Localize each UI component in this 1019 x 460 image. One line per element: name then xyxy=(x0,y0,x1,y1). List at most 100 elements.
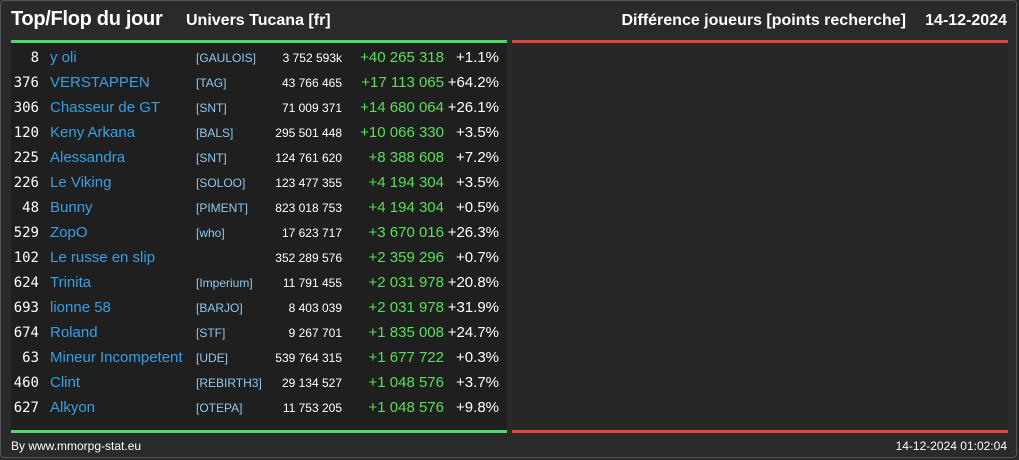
player-name-link[interactable]: Le russe en slip xyxy=(50,249,156,266)
alliance-tag-link[interactable]: [who] xyxy=(196,226,225,240)
table-row: 624 Trinita [Imperium] 11 791 455 +2 031 978… xyxy=(11,272,507,297)
player-name-link[interactable]: Roland xyxy=(50,324,98,341)
top-players-panel: 8 y oli [GAULOIS] 3 752 593k +40 265 318 +1.1… xyxy=(11,43,507,430)
table-row: 63 Mineur Incompetent [UDE] 539 764 315 +1 6… xyxy=(11,347,507,372)
player-rank: 529 xyxy=(13,225,39,241)
player-rank: 63 xyxy=(22,350,39,366)
footer-source-link[interactable]: By www.mmorpg-stat.eu xyxy=(11,439,142,453)
points-delta: +1 048 576 xyxy=(368,399,445,416)
points-delta: +10 066 330 xyxy=(360,124,444,141)
delta-percent: +20.8% xyxy=(447,274,499,291)
player-points: 29 134 527 xyxy=(281,376,342,390)
player-points: 123 477 355 xyxy=(275,176,342,190)
delta-percent: +26.1% xyxy=(447,99,499,116)
points-delta: +17 113 065 xyxy=(361,74,444,91)
player-rank: 225 xyxy=(13,150,39,166)
player-points: 539 764 315 xyxy=(275,351,342,365)
delta-percent: +0.5% xyxy=(456,199,499,216)
player-rank: 460 xyxy=(13,375,39,391)
player-points: 823 018 753 xyxy=(275,201,342,215)
player-points: 8 403 039 xyxy=(288,301,342,315)
table-row: 693 lionne 58 [BARJO] 8 403 039 +2 031 978 +3… xyxy=(11,297,507,322)
flop-panel-bottom-bar xyxy=(512,430,1008,433)
delta-percent: +24.7% xyxy=(447,324,499,341)
alliance-tag-link[interactable]: [Imperium] xyxy=(196,276,253,290)
delta-percent: +31.9% xyxy=(447,299,499,316)
alliance-tag-link[interactable]: [SOLOO] xyxy=(196,176,246,190)
delta-percent: +7.2% xyxy=(456,149,499,166)
alliance-tag-link[interactable]: [GAULOIS] xyxy=(196,51,257,65)
player-rank: 376 xyxy=(13,75,39,91)
points-delta: +3 670 016 xyxy=(368,224,445,241)
player-name-link[interactable]: ZopO xyxy=(50,224,88,241)
alliance-tag-link[interactable]: [BALS] xyxy=(196,126,234,140)
alliance-tag-link[interactable]: [SNT] xyxy=(196,101,227,115)
delta-percent: +9.8% xyxy=(456,399,499,416)
delta-percent: +0.7% xyxy=(456,249,499,266)
player-points: 3 752 593k xyxy=(282,51,342,65)
alliance-tag-link[interactable]: [SNT] xyxy=(196,151,227,165)
footer-timestamp: 14-12-2024 01:02:04 xyxy=(895,439,1007,453)
alliance-tag-link[interactable]: [PIMENT] xyxy=(196,201,249,215)
delta-percent: +64.2% xyxy=(447,74,499,91)
player-points: 352 289 576 xyxy=(275,251,342,265)
table-row: 120 Keny Arkana [BALS] 295 501 448 +10 066 3… xyxy=(11,122,507,147)
player-rank: 674 xyxy=(13,325,39,341)
player-points: 17 623 717 xyxy=(281,226,342,240)
player-points: 11 753 205 xyxy=(282,401,342,415)
points-delta: +2 359 296 xyxy=(368,249,445,266)
points-delta: +2 031 978 xyxy=(368,299,445,316)
alliance-tag-link[interactable]: [REBIRTH3] xyxy=(196,376,262,390)
table-row: 627 Alkyon [OTEPA] 11 753 205 +1 048 576 +9.8… xyxy=(11,397,507,422)
top-panel-accent-bar xyxy=(11,40,507,43)
alliance-tag-link[interactable]: [UDE] xyxy=(196,351,229,365)
player-name-link[interactable]: Alkyon xyxy=(50,399,96,416)
player-name-link[interactable]: Trinita xyxy=(50,274,92,291)
player-name-link[interactable]: VERSTAPPEN xyxy=(50,74,150,91)
player-points: 295 501 448 xyxy=(275,126,342,140)
player-rank: 627 xyxy=(13,400,39,416)
alliance-tag-link[interactable]: [TAG] xyxy=(196,76,227,90)
flop-panel-accent-bar xyxy=(512,40,1008,43)
player-name-link[interactable]: lionne 58 xyxy=(50,299,111,316)
player-name-link[interactable]: Bunny xyxy=(50,199,93,216)
table-row: 226 Le Viking [SOLOO] 123 477 355 +4 194 304… xyxy=(11,172,507,197)
player-name-link[interactable]: Le Viking xyxy=(50,174,112,191)
player-rank: 306 xyxy=(13,100,39,116)
table-row: 48 Bunny [PIMENT] 823 018 753 +4 194 304 +0.5… xyxy=(11,197,507,222)
table-row: 674 Roland [STF] 9 267 701 +1 835 008 +24.7% xyxy=(11,322,507,347)
delta-percent: +3.7% xyxy=(456,374,499,391)
player-name-link[interactable]: Keny Arkana xyxy=(50,124,136,141)
page-title: Top/Flop du jour xyxy=(11,8,163,30)
player-points: 11 791 455 xyxy=(282,276,342,290)
player-rank: 693 xyxy=(13,300,39,316)
player-points: 9 267 701 xyxy=(288,326,342,340)
table-row: 225 Alessandra [SNT] 124 761 620 +8 388 608 +… xyxy=(11,147,507,172)
alliance-tag-link[interactable]: [BARJO] xyxy=(196,301,243,315)
player-name-link[interactable]: y oli xyxy=(50,49,77,66)
points-delta: +4 194 304 xyxy=(368,174,445,191)
table-row: 529 ZopO [who] 17 623 717 +3 670 016 +26.3% xyxy=(11,222,507,247)
player-rank: 102 xyxy=(13,250,39,266)
flop-players-panel xyxy=(512,43,1008,430)
table-row: 8 y oli [GAULOIS] 3 752 593k +40 265 318 +1.1… xyxy=(11,47,507,72)
player-name-link[interactable]: Mineur Incompetent xyxy=(50,349,183,366)
player-rank: 120 xyxy=(13,125,39,141)
player-name-link[interactable]: Clint xyxy=(50,374,81,391)
player-points: 71 009 371 xyxy=(281,101,342,115)
delta-percent: +0.3% xyxy=(456,349,499,366)
table-row: 460 Clint [REBIRTH3] 29 134 527 +1 048 576 +3… xyxy=(11,372,507,397)
player-name-link[interactable]: Chasseur de GT xyxy=(50,99,161,116)
table-row: 102 Le russe en slip 352 289 576 +2 359 296… xyxy=(11,247,507,272)
metric-label: Différence joueurs [points recherche] xyxy=(621,12,906,29)
points-delta: +2 031 978 xyxy=(368,274,445,291)
player-name-link[interactable]: Alessandra xyxy=(50,149,126,166)
player-rank: 226 xyxy=(13,175,39,191)
delta-percent: +1.1% xyxy=(456,49,499,66)
alliance-tag-link[interactable]: [OTEPA] xyxy=(196,401,243,415)
player-points: 43 766 465 xyxy=(281,76,342,90)
points-delta: +40 265 318 xyxy=(360,49,444,66)
points-delta: +1 677 722 xyxy=(368,349,445,366)
points-delta: +14 680 064 xyxy=(360,99,444,116)
alliance-tag-link[interactable]: [STF] xyxy=(196,326,226,340)
